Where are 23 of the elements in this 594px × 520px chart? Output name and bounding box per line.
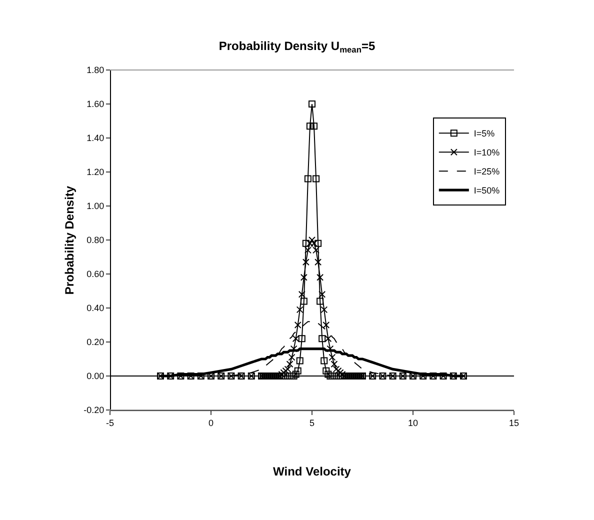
x-tick-label: -5 [106, 418, 114, 428]
y-tick-label: -0.20 [84, 405, 104, 416]
x-tick-label: 10 [408, 418, 418, 428]
legend-label: I=5% [474, 128, 495, 139]
x-tick-label: 0 [208, 418, 214, 428]
y-tick-label: 0.20 [86, 337, 104, 348]
y-tick-label: 0.00 [86, 371, 104, 382]
x-axis-title: Wind Velocity [273, 464, 352, 479]
y-tick-label: 0.60 [86, 269, 104, 280]
x-tick-label: 5 [309, 418, 315, 428]
y-axis-title: Probability Density [62, 186, 77, 295]
y-tick-label: 1.40 [86, 133, 104, 144]
y-tick-label: 0.40 [86, 303, 104, 314]
y-tick-label: 0.80 [86, 235, 104, 246]
x-tick-label: 15 [508, 418, 520, 428]
y-tick-label: 1.20 [86, 167, 104, 178]
legend-label: I=10% [474, 148, 500, 158]
y-tick-label: 1.60 [86, 99, 104, 110]
y-tick-label: 1.80 [86, 65, 104, 76]
legend-label: I=50% [474, 186, 500, 196]
y-tick-label: 1.00 [86, 201, 104, 212]
legend-label: I=25% [474, 166, 500, 177]
chart-title: Probability Density U$_{mean}$=5 [218, 39, 376, 55]
